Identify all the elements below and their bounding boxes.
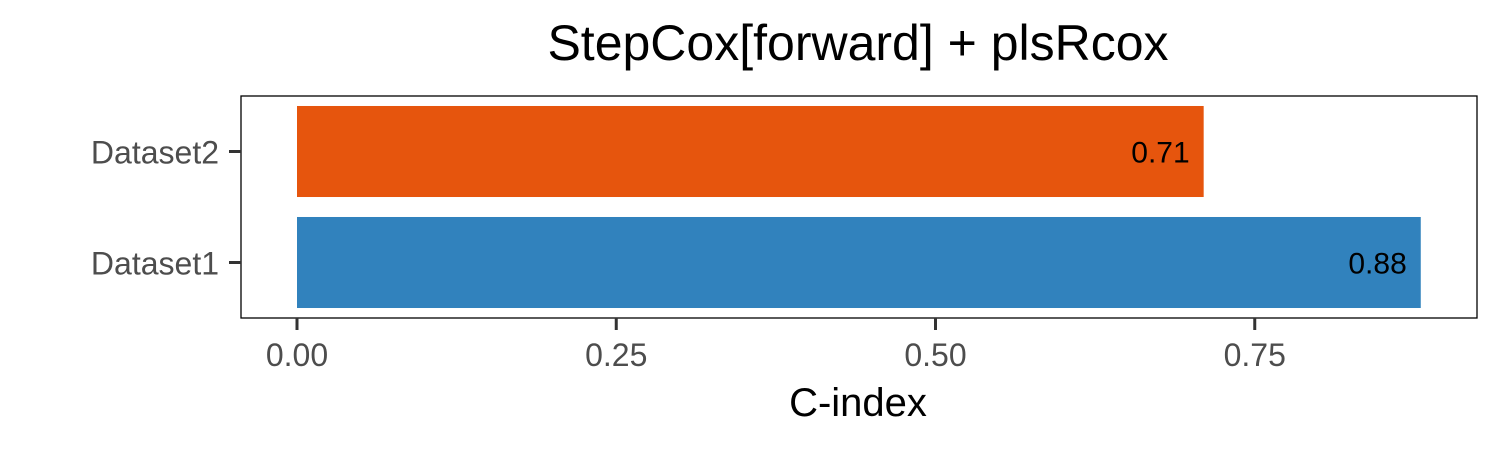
data-label-dataset2: 0.71 (1131, 137, 1189, 170)
x-axis: 0.00 0.25 0.50 0.75 (266, 318, 1286, 373)
y-axis: Dataset1 Dataset2 (91, 135, 241, 282)
bars-layer (297, 105, 1421, 309)
bar-dataset1 (297, 216, 1421, 309)
x-tick-label-0: 0.00 (266, 337, 328, 373)
y-tick-label-dataset1: Dataset1 (91, 246, 219, 282)
x-tick-label-1: 0.25 (585, 337, 647, 373)
plot-panel-border (240, 95, 1478, 319)
bar-dataset2 (297, 105, 1204, 198)
data-label-dataset1: 0.88 (1348, 248, 1406, 281)
x-axis-title: C-index (789, 381, 927, 425)
x-tick-label-2: 0.50 (904, 337, 966, 373)
chart-title: StepCox[forward] + plsRcox (547, 15, 1168, 71)
y-tick-label-dataset2: Dataset2 (91, 135, 219, 171)
data-labels-layer: 0.88 0.71 (1131, 137, 1406, 281)
x-tick-label-3: 0.75 (1224, 337, 1286, 373)
